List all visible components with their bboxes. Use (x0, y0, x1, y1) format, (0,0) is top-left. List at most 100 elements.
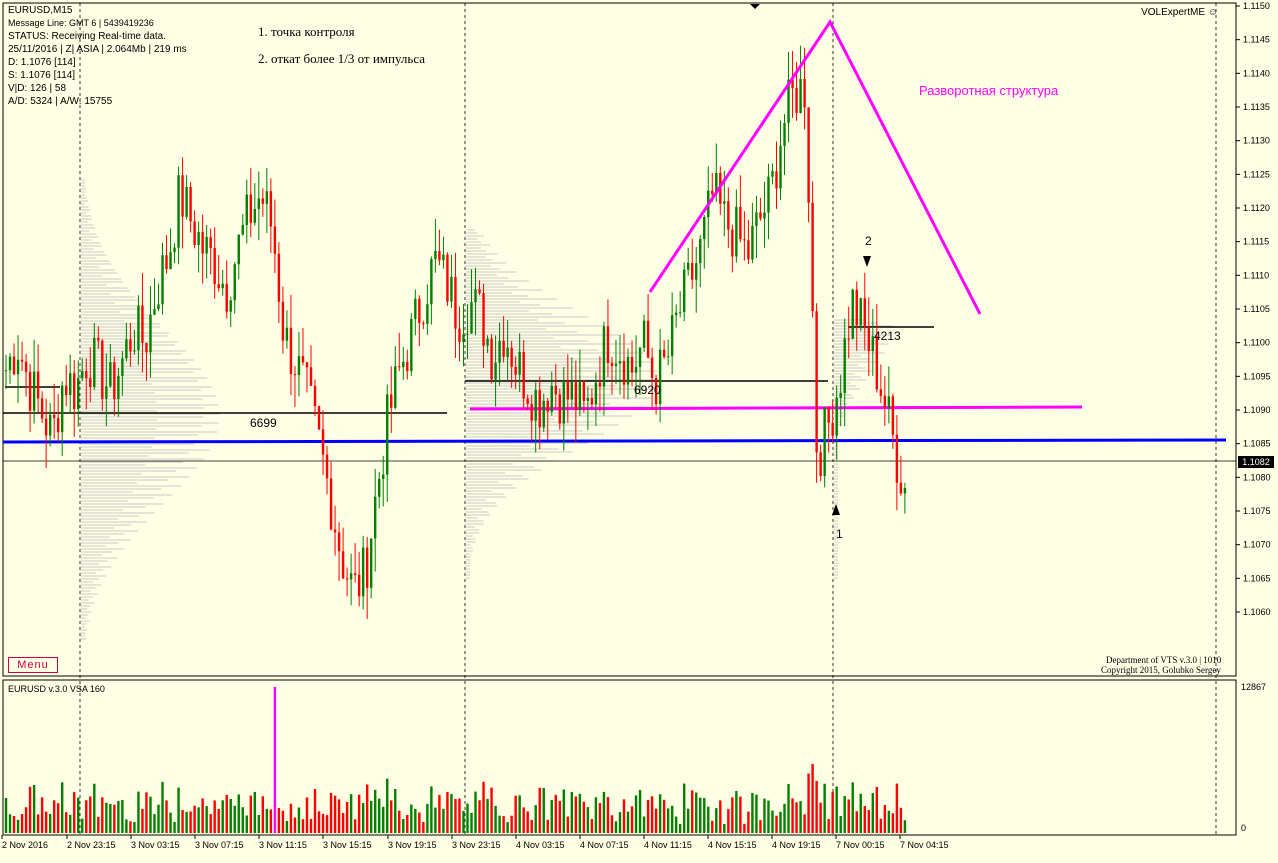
volume-bar (691, 790, 694, 833)
volume-max-label: 12867 (1241, 682, 1267, 692)
volume-bar (486, 798, 489, 833)
volume-bar (141, 808, 144, 833)
candle-body (133, 350, 136, 352)
candle-body (654, 378, 658, 404)
candle-body (177, 175, 180, 248)
candle-body (542, 400, 545, 428)
volume-bar (353, 819, 357, 833)
volume-bar (193, 805, 196, 833)
candle-body (759, 212, 762, 219)
symbol-label: EURUSD,M15 (8, 5, 73, 16)
candle-body (386, 394, 389, 475)
volume-bar (289, 803, 293, 833)
volume-bar (217, 808, 220, 833)
candle-body (81, 371, 84, 379)
candle-body (93, 337, 96, 388)
volume-bar (811, 763, 814, 833)
candle-body (570, 382, 574, 400)
price-tick-label: 1.1115 (1243, 237, 1269, 247)
blue-support-line (2, 438, 1227, 444)
top-scroll-arrow[interactable] (750, 4, 760, 9)
candle-body (325, 454, 329, 479)
volume-bar (65, 812, 68, 833)
volume-bar (205, 806, 208, 833)
volume-bar (32, 784, 36, 833)
candle-body (715, 172, 718, 195)
candle-body (56, 417, 60, 433)
candle-body (863, 298, 866, 327)
candle-body (847, 338, 850, 340)
volume-bar (899, 807, 903, 833)
expert-label: VOLExpertME ☺ (1141, 7, 1218, 18)
candle-body (602, 326, 606, 387)
candle-body (795, 87, 798, 113)
reversal-structure-label: Разворотная структура (919, 83, 1059, 98)
volume-bar (253, 791, 257, 833)
price-tick-label: 1.1095 (1243, 371, 1271, 381)
message-line: Message Line: GMT 6 | 5439419236 (8, 18, 154, 28)
volume-bar (662, 799, 666, 833)
candle-body (815, 311, 818, 453)
candle-body (181, 175, 184, 217)
volume-bar (398, 810, 401, 833)
candle-body (763, 212, 766, 219)
price-tick-label: 1.1130 (1243, 136, 1270, 146)
candle-body (482, 293, 485, 346)
candle-body (530, 403, 533, 421)
volume-bar (707, 806, 710, 833)
candle-body (618, 361, 622, 364)
volume-bar (36, 814, 40, 833)
volume-bar (325, 815, 329, 833)
volume-bar (614, 821, 618, 833)
candle-body (626, 357, 630, 385)
volume-bar (373, 789, 377, 833)
volume-bar (181, 809, 184, 833)
volume-bar (622, 799, 626, 833)
candle-body (165, 255, 168, 270)
volume-bar (554, 794, 557, 833)
candle-body (466, 333, 469, 335)
volume-bar (113, 804, 116, 833)
candle-body (662, 349, 666, 358)
time-tick-label: 7 Nov 00:15 (836, 840, 885, 850)
volume-bar (670, 805, 674, 833)
candle-body (811, 202, 814, 312)
volume-bar (851, 782, 854, 833)
volume-bar (81, 818, 84, 833)
s-line: S: 1.1076 [114] (8, 70, 76, 81)
volume-bar (506, 822, 509, 833)
candle-body (201, 232, 204, 254)
candle-body (89, 378, 92, 388)
time-axis: 2 Nov 2016 2 Nov 23:15 3 Nov 03:15 3 Nov 07… (1, 835, 949, 850)
volume-bar (293, 817, 297, 833)
candle-body (883, 395, 887, 408)
volume-bar (807, 773, 810, 833)
candle-body (534, 389, 537, 421)
candle-body (807, 107, 810, 203)
volume-bar (743, 823, 746, 833)
candle-body (205, 236, 208, 254)
volume-bar (522, 807, 525, 833)
volume-bar (241, 807, 244, 833)
volume-panel-frame (2, 679, 1237, 836)
menu-button[interactable]: Menu (8, 657, 58, 673)
volume-bar (161, 781, 164, 833)
volume-profile (81, 179, 893, 640)
candle-body (410, 318, 413, 372)
volume-bar (121, 799, 124, 833)
candle-body (586, 398, 590, 401)
volume-bar (8, 814, 12, 833)
candle-body (486, 338, 489, 346)
volume-min-label: 0 (1241, 823, 1247, 833)
candle-body (598, 382, 602, 387)
candle-body (321, 429, 325, 455)
candle-body (137, 305, 140, 351)
volume-bar (4, 797, 8, 833)
candle-body (317, 406, 321, 430)
candle-body (48, 414, 52, 436)
candle-body (682, 269, 686, 313)
volume-bar (558, 801, 561, 833)
volume-bar (69, 814, 72, 833)
candle-body (687, 262, 690, 270)
